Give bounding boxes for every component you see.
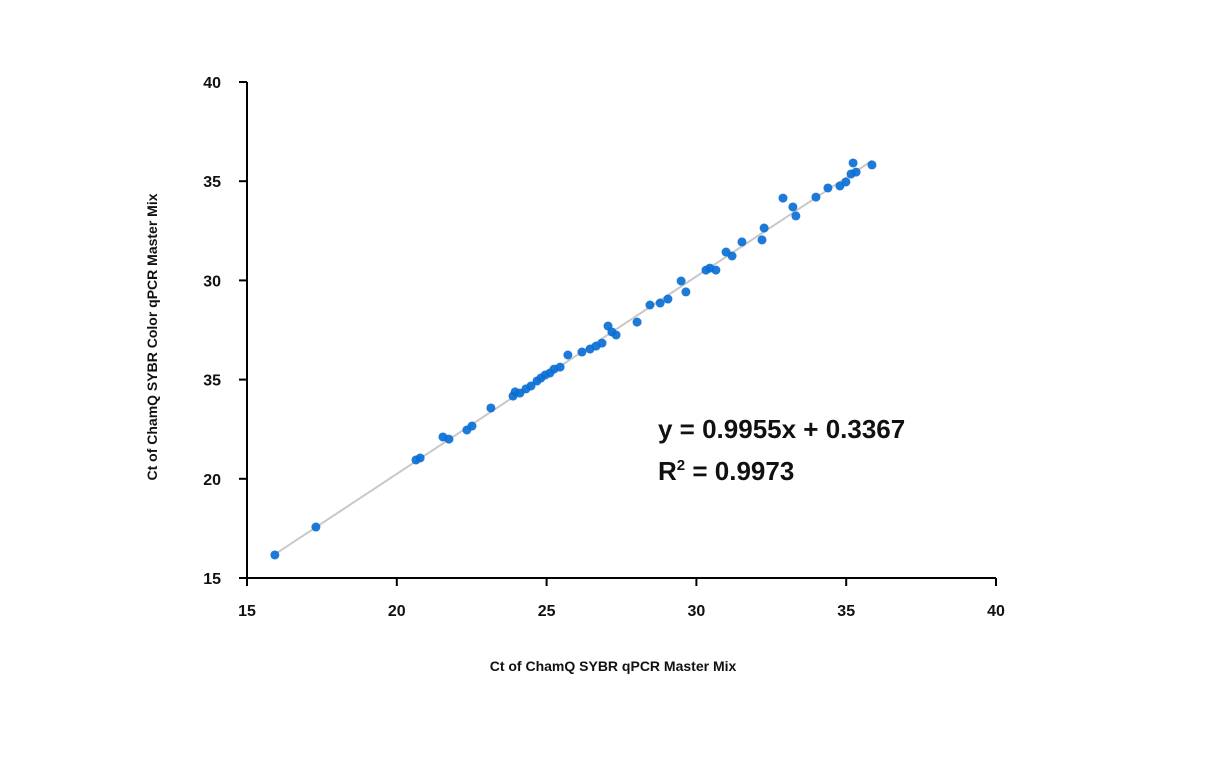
data-point	[811, 192, 821, 202]
data-point	[270, 550, 280, 560]
data-point	[681, 287, 691, 297]
r2-value: = 0.9973	[685, 456, 794, 486]
data-point	[444, 434, 454, 444]
data-point	[737, 237, 747, 247]
r2-superscript: 2	[677, 457, 685, 474]
fit-line-layer	[274, 159, 873, 556]
data-point	[597, 338, 607, 348]
data-point	[645, 300, 655, 310]
axes: 15 20 25 30 35 40 15 20 35 30 35 40	[203, 75, 1005, 620]
data-point	[655, 298, 665, 308]
data-point	[823, 183, 833, 193]
data-point	[711, 265, 721, 275]
x-tick-label: 25	[538, 603, 556, 620]
data-point	[778, 193, 788, 203]
r-squared: R2 = 0.9973	[658, 456, 794, 486]
data-point	[467, 421, 477, 431]
points-layer	[270, 158, 877, 560]
data-point	[611, 330, 621, 340]
data-point	[563, 350, 573, 360]
data-point	[415, 453, 425, 463]
y-tick-label: 20	[203, 472, 221, 489]
y-axis-title: Ct of ChamQ SYBR Color qPCR Master Mix	[144, 193, 160, 480]
x-tick-label: 20	[388, 603, 406, 620]
data-point	[632, 317, 642, 327]
x-axis-title: Ct of ChamQ SYBR qPCR Master Mix	[490, 658, 737, 674]
data-point	[867, 160, 877, 170]
data-point	[311, 522, 321, 532]
x-tick-label: 30	[688, 603, 706, 620]
data-point	[759, 223, 769, 233]
data-point	[486, 403, 496, 413]
data-point	[577, 347, 587, 357]
y-tick-label: 35	[203, 373, 221, 390]
y-tick-label: 40	[203, 75, 221, 92]
data-point	[526, 381, 536, 391]
data-point	[788, 202, 798, 212]
data-point	[848, 158, 858, 168]
data-point	[727, 251, 737, 261]
data-point	[791, 211, 801, 221]
data-point	[555, 362, 565, 372]
regression-equation: y = 0.9955x + 0.3367	[658, 414, 905, 444]
x-tick-label: 15	[238, 603, 256, 620]
y-tick-label: 35	[203, 174, 221, 191]
data-point	[676, 276, 686, 286]
data-point	[663, 294, 673, 304]
x-tick-label: 35	[837, 603, 855, 620]
fit-line	[274, 159, 873, 556]
y-tick-label: 15	[203, 571, 221, 588]
data-point	[851, 167, 861, 177]
data-point	[757, 235, 767, 245]
data-point	[841, 177, 851, 187]
r2-prefix: R	[658, 456, 677, 486]
y-tick-label: 30	[203, 273, 221, 290]
x-tick-label: 40	[987, 603, 1005, 620]
